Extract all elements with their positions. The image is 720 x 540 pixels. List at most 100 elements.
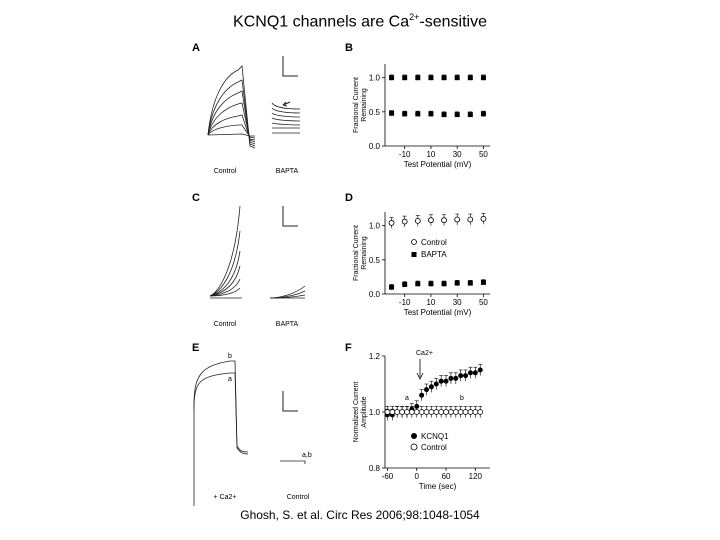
chart-d-x-tick-label: -10 (399, 298, 411, 307)
panel-a-letter: A (192, 42, 200, 54)
chart-d-y-tick-label: 0.5 (369, 256, 381, 265)
chart-f-x-tick-label: 60 (442, 472, 451, 481)
chart-d-point (454, 280, 460, 286)
chart-d-point (480, 279, 486, 285)
chart-f-point-kcnq1 (419, 392, 425, 398)
legend-kcnq1-marker (411, 433, 417, 439)
chart-f-point-kcnq1 (467, 370, 473, 376)
chart-d-point (415, 281, 421, 287)
panel-c-traces (209, 205, 306, 299)
chart-d-point-control (388, 220, 395, 226)
chart-b-point (402, 111, 408, 117)
chart-d-point (441, 281, 447, 287)
chart-f-point-control (409, 409, 415, 415)
chart-f: 0.8 1.0 1.2 -60 0 60 120 Time (sec) Normalized C… (353, 352, 490, 491)
chart-b-point (402, 75, 408, 81)
chart-f-point-control (399, 409, 405, 415)
chart-f-point-kcnq1 (453, 375, 459, 381)
chart-d-point-control (401, 218, 408, 225)
panel-e-ca-label: + Ca2+ (214, 494, 237, 501)
chart-f-ca-label: Ca2+ (416, 350, 433, 357)
chart-f-x-tick-label: 0 (415, 472, 420, 481)
chart-b-y-tick-label: 1.0 (369, 74, 381, 83)
chart-b-point (480, 75, 486, 81)
panel-a-control-label: Control (214, 168, 237, 175)
chart-f-point-control (423, 409, 430, 415)
chart-f-point-control (384, 409, 391, 415)
chart-b-point (415, 75, 421, 81)
chart-f-x-tick-label: 120 (469, 472, 483, 481)
chart-b-point (428, 75, 434, 81)
legend-control-marker (411, 239, 417, 245)
panel-f-letter: F (345, 342, 352, 354)
chart-d-point (402, 281, 408, 287)
legend-control-f-marker (410, 443, 418, 451)
chart-f-point-control (472, 409, 479, 415)
chart-b-y-label: Fractional Current (353, 77, 360, 133)
chart-b-y-tick-label: 0.0 (369, 142, 381, 151)
chart-f-mark-a: a (405, 395, 409, 402)
chart-f-y-tick-label: 0.8 (369, 464, 381, 473)
panel-e-traces (193, 360, 306, 506)
chart-f-point-kcnq1 (438, 378, 444, 384)
chart-f-point-kcnq1 (458, 373, 464, 379)
chart-d-point-control (480, 215, 487, 222)
title-tail: -sensitive (419, 13, 487, 31)
chart-d-legend: Control BAPTA (411, 238, 447, 259)
chart-d-x-tick-label: 10 (426, 298, 435, 307)
chart-d-point-control (414, 217, 421, 224)
chart-d: 0.0 0.5 1.0 -10 10 30 50 Test Potential (mV) Fra… (353, 212, 490, 317)
chart-f-point-control (477, 409, 484, 415)
citation: Ghosh, S. et al. Circ Res 2006;98:1048-1… (240, 508, 480, 522)
chart-f-point-control (443, 409, 449, 415)
chart-f-point-kcnq1 (477, 367, 483, 373)
chart-b-x-tick-label: 10 (426, 150, 435, 159)
chart-d-x-label: Test Potential (mV) (404, 308, 472, 317)
chart-f-point-control (448, 409, 454, 415)
chart-d-point-control (467, 216, 474, 223)
chart-f-point-control (394, 409, 401, 415)
slide-title: KCNQ1 channels are Ca2+-sensitive (0, 12, 720, 31)
legend-bapta-marker (411, 252, 417, 257)
chart-f-point-control (418, 409, 425, 415)
legend-bapta-label: BAPTA (421, 250, 447, 259)
panel-e-control-label: Control (287, 494, 310, 501)
chart-b: 0.0 0.5 1.0 -10 10 30 50 Test Potential (mV) Fra… (353, 64, 490, 169)
chart-b-point (454, 112, 460, 118)
chart-d-point (467, 280, 473, 286)
figure: A B C D E F Control BAPTA C (192, 42, 490, 506)
chart-d-x-tick-label: 50 (479, 298, 488, 307)
chart-d-y-tick-label: 1.0 (369, 222, 381, 231)
chart-f-point-kcnq1 (443, 378, 449, 384)
chart-d-point-control (454, 216, 461, 223)
arrow-head-icon (282, 101, 288, 107)
title-superscript: 2+ (409, 12, 420, 22)
panel-b-letter: B (345, 42, 353, 54)
chart-f-point-control (433, 409, 440, 415)
chart-d-point-control (441, 217, 447, 224)
panel-e-trace-ab: a,b (302, 452, 312, 459)
chart-f-point-control (462, 409, 469, 415)
chart-b-point (389, 110, 395, 116)
chart-f-point-kcnq1 (424, 387, 430, 393)
panel-e-scale-bar (282, 391, 298, 412)
panel-e-trace-b: b (228, 353, 232, 360)
panel-e-trace-a: a (228, 376, 232, 383)
chart-f-x-tick-label: -60 (382, 472, 394, 481)
chart-f-y-label-line2: Amplitude (361, 396, 368, 427)
chart-b-point (467, 112, 473, 118)
panel-c-scale-bar (282, 206, 298, 227)
chart-b-y-tick-label: 0.5 (369, 108, 381, 117)
panel-d-letter: D (345, 192, 353, 204)
chart-f-point-control (428, 409, 435, 415)
chart-f-point-kcnq1 (428, 384, 434, 390)
chart-b-point (467, 75, 473, 81)
chart-b-point (441, 112, 447, 118)
panel-c-bapta-label: BAPTA (276, 321, 299, 328)
legend-kcnq1-label: KCNQ1 (421, 432, 449, 441)
chart-b-x-label: Test Potential (mV) (404, 160, 472, 169)
legend-control-f-label: Control (421, 443, 447, 452)
chart-d-y-label-line2: Remaining (361, 236, 368, 270)
chart-f-y-label: Normalized Current (353, 382, 360, 443)
chart-d-point (428, 281, 434, 287)
